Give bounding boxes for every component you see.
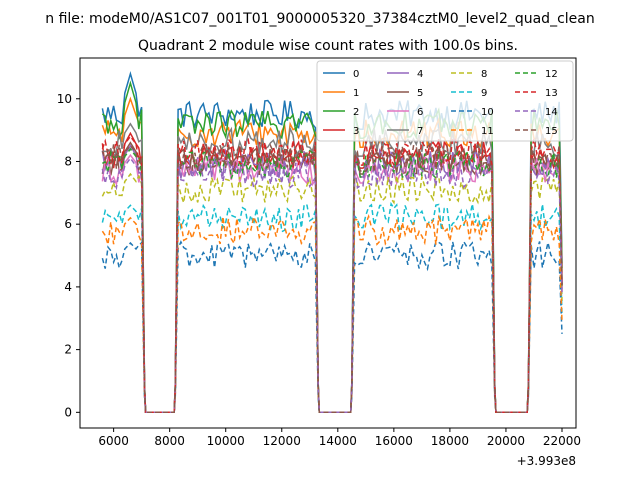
- y-tick-label: 8: [64, 154, 72, 168]
- y-axis: 0 2 4 6 8 10: [57, 92, 80, 419]
- legend-label: 15: [545, 126, 558, 137]
- x-tick-label: 20000: [487, 434, 525, 448]
- x-tick-label: 16000: [375, 434, 413, 448]
- y-tick-label: 10: [57, 92, 72, 106]
- series-line-13: [101, 135, 563, 414]
- legend-label: 12: [545, 69, 558, 80]
- legend-label: 11: [481, 126, 494, 137]
- legend-label: 5: [417, 88, 423, 99]
- legend-box: [316, 60, 574, 142]
- legend-label: 2: [353, 107, 359, 118]
- plot-lines: [101, 70, 563, 414]
- legend-label: 13: [545, 88, 558, 99]
- legend-label: 10: [481, 107, 494, 118]
- x-tick-label: 6000: [98, 434, 129, 448]
- legend-label: 8: [481, 69, 487, 80]
- chart-suptitle: n file: modeM0/AS1C07_001T01_9000005320_…: [45, 11, 594, 27]
- legend-label: 7: [417, 126, 423, 137]
- x-tick-label: 8000: [154, 434, 185, 448]
- y-tick-label: 6: [64, 217, 72, 231]
- x-tick-label: 14000: [319, 434, 357, 448]
- legend-label: 0: [353, 69, 359, 80]
- series-line-12: [102, 147, 563, 414]
- x-tick-label: 10000: [207, 434, 245, 448]
- x-offset-label: +3.993e8: [517, 454, 576, 468]
- x-axis: 6000 8000 10000 12000 14000 16000 18000 20000 22…: [98, 428, 581, 448]
- legend-label: 9: [481, 88, 487, 99]
- legend-label: 4: [417, 69, 423, 80]
- series-line-10: [101, 240, 563, 414]
- legend-label: 6: [417, 107, 423, 118]
- y-tick-label: 4: [64, 280, 72, 294]
- x-tick-label: 12000: [263, 434, 301, 448]
- legend-label: 3: [353, 126, 359, 137]
- legend-label: 14: [545, 107, 558, 118]
- x-tick-label: 18000: [431, 434, 469, 448]
- y-tick-label: 2: [64, 343, 72, 357]
- series-line-15: [101, 143, 563, 414]
- y-tick-label: 0: [64, 405, 72, 419]
- legend-label: 1: [353, 88, 359, 99]
- plot-frame: [79, 57, 577, 429]
- chart-title: Quadrant 2 module wise count rates with …: [138, 38, 518, 54]
- x-tick-label: 22000: [543, 434, 581, 448]
